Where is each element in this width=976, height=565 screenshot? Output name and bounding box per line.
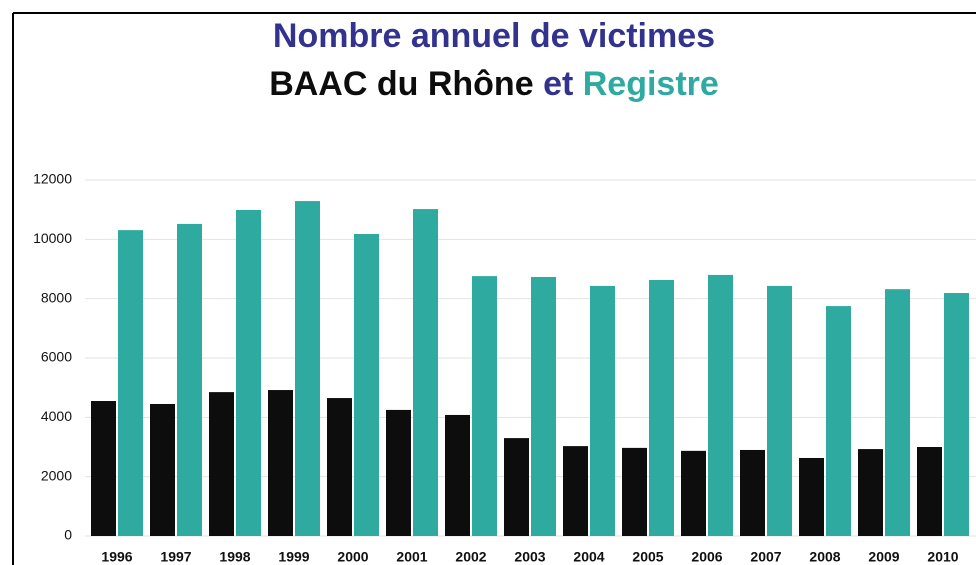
bar bbox=[209, 392, 234, 536]
bar bbox=[504, 438, 529, 536]
x-tick-label: 2001 bbox=[396, 549, 427, 565]
y-tick-label: 8000 bbox=[41, 289, 72, 305]
legend-entry: BAAC du Rhône bbox=[269, 65, 533, 103]
bar bbox=[236, 209, 261, 537]
x-tick-label: 1997 bbox=[160, 549, 191, 565]
bar bbox=[944, 293, 969, 536]
x-tick-label: 2002 bbox=[455, 549, 486, 565]
bar bbox=[681, 450, 706, 536]
subtitle-connector: et bbox=[543, 65, 573, 103]
x-tick-label: 2006 bbox=[691, 549, 722, 565]
bar bbox=[472, 276, 497, 536]
bar bbox=[150, 403, 175, 536]
bar bbox=[622, 447, 647, 536]
chart-title: Nombre annuel de victimes bbox=[273, 17, 715, 55]
bar bbox=[91, 401, 116, 536]
x-tick-label: 2003 bbox=[514, 549, 545, 565]
chart-subtitle: BAAC du Rhône et Registre bbox=[269, 65, 719, 103]
x-tick-label: 2008 bbox=[809, 549, 840, 565]
x-tick-label: 2004 bbox=[573, 549, 604, 565]
bar bbox=[295, 201, 320, 536]
x-tick-label: 2000 bbox=[337, 549, 368, 565]
bar bbox=[649, 279, 674, 536]
bar bbox=[386, 409, 411, 536]
x-tick-label: 1996 bbox=[101, 549, 132, 565]
bar bbox=[917, 447, 942, 536]
y-tick-label: 12000 bbox=[33, 171, 72, 187]
bar bbox=[563, 446, 588, 536]
bar bbox=[354, 233, 379, 536]
bar bbox=[413, 209, 438, 536]
x-tick-label: 2010 bbox=[927, 549, 958, 565]
bar bbox=[767, 285, 792, 536]
bar bbox=[858, 449, 883, 536]
legend-entry: Registre bbox=[583, 65, 719, 103]
bar bbox=[177, 223, 202, 536]
y-tick-label: 4000 bbox=[41, 408, 72, 424]
bar bbox=[268, 390, 293, 536]
bar bbox=[327, 398, 352, 536]
bar bbox=[531, 277, 556, 536]
bar bbox=[708, 274, 733, 536]
y-tick-label: 10000 bbox=[33, 230, 72, 246]
bar bbox=[118, 230, 143, 537]
y-tick-label: 2000 bbox=[41, 467, 72, 483]
bar bbox=[590, 285, 615, 536]
y-tick-label: 0 bbox=[64, 527, 72, 543]
bar bbox=[799, 457, 824, 536]
x-tick-label: 2009 bbox=[868, 549, 899, 565]
bar bbox=[885, 289, 910, 536]
bar bbox=[826, 306, 851, 536]
bar bbox=[445, 414, 470, 536]
x-tick-label: 2007 bbox=[750, 549, 781, 565]
x-tick-label: 1999 bbox=[278, 549, 309, 565]
x-tick-label: 1998 bbox=[219, 549, 250, 565]
y-tick-label: 6000 bbox=[41, 349, 72, 365]
bar bbox=[740, 449, 765, 536]
x-tick-label: 2005 bbox=[632, 549, 663, 565]
